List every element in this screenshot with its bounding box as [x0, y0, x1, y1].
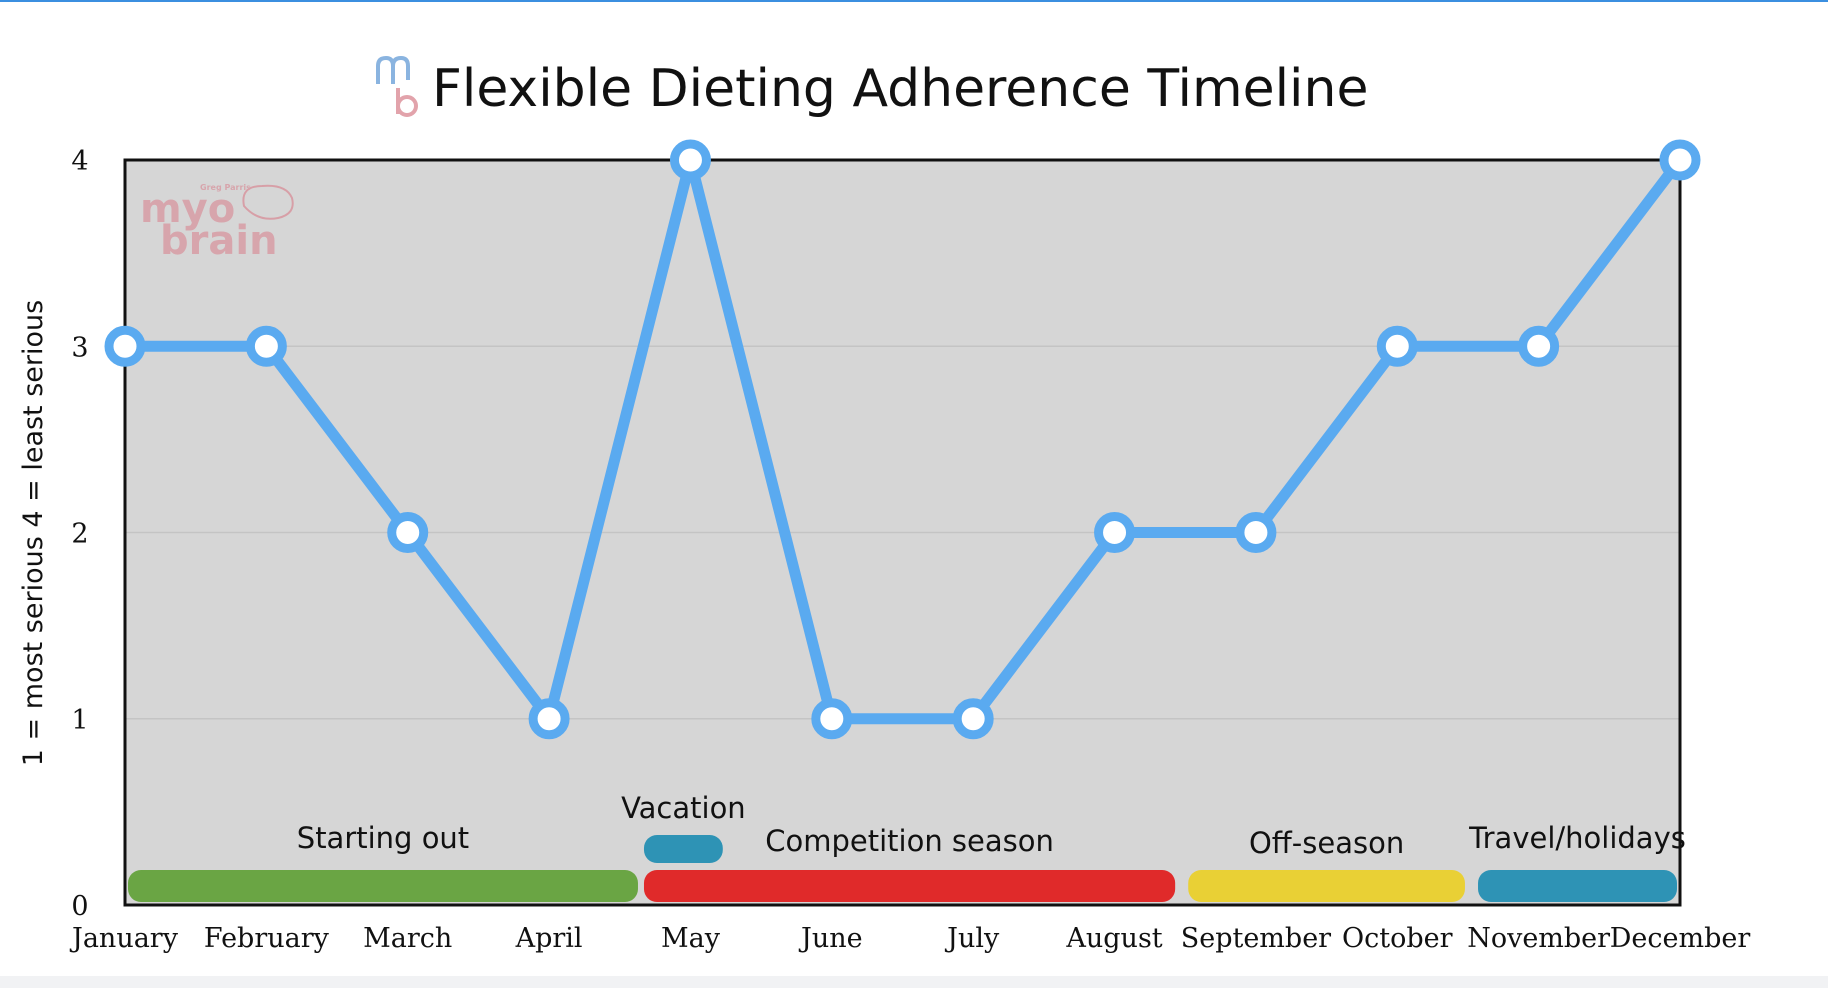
- x-tick-label: March: [363, 923, 452, 954]
- data-point: [1376, 325, 1418, 367]
- logo-small-text: Greg Parris: [200, 183, 251, 192]
- chart-title: Flexible Dieting Adherence Timeline: [432, 59, 1368, 119]
- phase-label: Vacation: [621, 791, 746, 825]
- data-point: [811, 698, 853, 740]
- phase-label: Off-season: [1249, 826, 1404, 860]
- data-point: [1659, 139, 1701, 181]
- y-tick-label: 0: [71, 891, 88, 922]
- series-line: [119, 154, 1686, 725]
- phase-band: [128, 870, 638, 902]
- y-tick-label: 2: [71, 519, 88, 550]
- phase-band: [1478, 870, 1677, 902]
- x-axis-ticks: January February March April May June July Augu…: [69, 923, 1750, 954]
- data-point: [104, 325, 146, 367]
- top-rule: [0, 0, 1828, 2]
- y-tick-label: 3: [71, 332, 88, 363]
- data-point: [952, 698, 994, 740]
- data-point: [1094, 512, 1136, 553]
- x-tick-label: December: [1610, 923, 1751, 954]
- series-adherence: [104, 139, 1701, 740]
- mb-logo-icon: [376, 55, 418, 117]
- y-tick-label: 4: [71, 146, 88, 177]
- x-tick-label: July: [944, 923, 1000, 954]
- x-tick-label: November: [1467, 923, 1610, 954]
- x-tick-label: January: [69, 923, 179, 954]
- data-point: [1235, 512, 1277, 553]
- data-point: [1518, 325, 1560, 367]
- x-tick-label: May: [661, 923, 721, 954]
- x-tick-label: February: [204, 923, 330, 954]
- data-point: [528, 698, 570, 740]
- y-tick-label: 1: [71, 705, 88, 736]
- y-axis-ticks: 0 1 2 3 4: [71, 146, 88, 922]
- y-axis-label: 1 = most serious 4 = least serious: [18, 300, 49, 766]
- data-point: [245, 325, 287, 367]
- x-tick-label: October: [1342, 923, 1453, 954]
- x-tick-label: September: [1181, 923, 1331, 954]
- phase-label: Competition season: [765, 824, 1054, 858]
- logo-brand-top: myo: [140, 186, 235, 232]
- bottom-band: [0, 976, 1828, 988]
- phase-band: [643, 835, 723, 863]
- data-point: [669, 139, 711, 181]
- x-tick-label: April: [515, 923, 583, 954]
- x-tick-label: August: [1065, 923, 1162, 954]
- phase-label: Starting out: [297, 821, 469, 855]
- phase-band: [643, 870, 1176, 902]
- phase-band: [1188, 870, 1465, 902]
- plot-frame: [123, 158, 1682, 907]
- logo-brand-bottom: brain: [160, 218, 278, 264]
- phase-bands: Starting out Vacation Competition season Of…: [128, 791, 1686, 902]
- phase-label: Travel/holidays: [1468, 821, 1686, 855]
- x-tick-label: June: [798, 923, 863, 954]
- data-point: [387, 512, 429, 553]
- brain-icon: [242, 184, 294, 220]
- myobrain-logo: Greg Parris myo brain: [140, 183, 294, 264]
